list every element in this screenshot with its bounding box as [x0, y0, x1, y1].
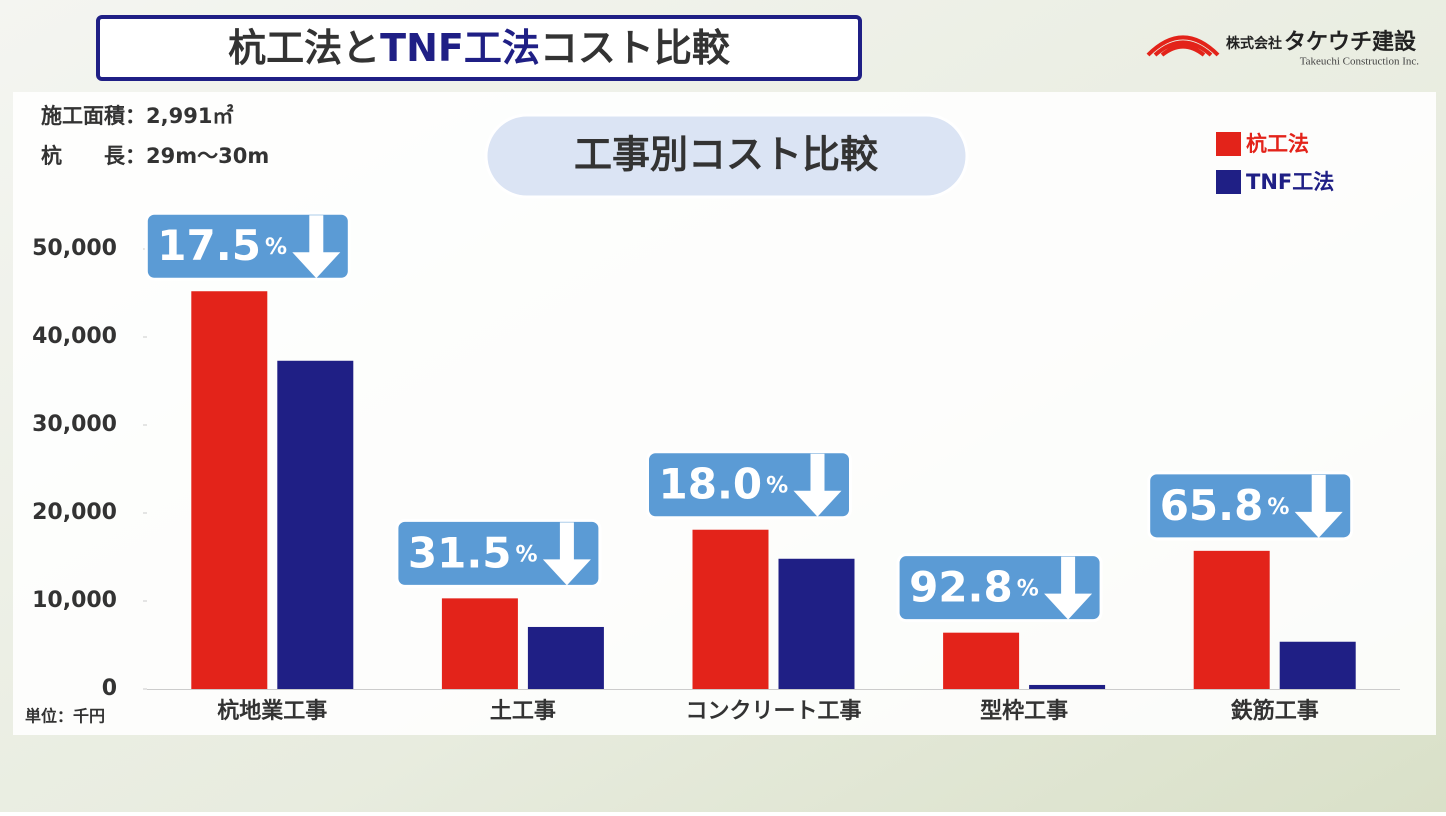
annotation: 31.5%	[395, 518, 602, 588]
annotation-value: 17.5	[157, 221, 261, 270]
y-tick-label: 10,000	[32, 588, 117, 613]
info-line: 施工面積：2,991㎡	[41, 104, 233, 128]
annotation-unit: %	[1017, 577, 1039, 602]
bar	[191, 291, 268, 689]
annotation: 65.8%	[1147, 471, 1354, 541]
annotation-unit: %	[516, 542, 538, 567]
y-tick-label: 0	[102, 676, 117, 701]
annotation-unit: %	[265, 235, 287, 260]
chart-title: 工事別コスト比較	[574, 133, 879, 177]
y-tick-label: 50,000	[32, 236, 117, 261]
y-tick-label: 40,000	[32, 324, 117, 349]
company-en: Takeuchi Construction Inc.	[1300, 56, 1420, 68]
annotation-label: 17.5%	[157, 221, 287, 270]
annotation-unit: %	[766, 474, 788, 499]
legend-swatch	[1216, 170, 1241, 194]
bar	[277, 360, 354, 689]
annotation: 17.5%	[144, 211, 351, 281]
x-tick-label: 型枠工事	[980, 698, 1068, 724]
down-arrow	[1294, 474, 1343, 538]
legend-swatch	[1216, 132, 1241, 156]
bar	[943, 632, 1020, 689]
bar	[1193, 550, 1270, 689]
x-tick-label: 土工事	[490, 698, 556, 724]
title-part: コスト比較	[540, 26, 731, 70]
annotation-value: 31.5	[408, 528, 512, 577]
down-arrow	[292, 215, 341, 279]
y-tick-label: 30,000	[32, 412, 117, 437]
annotation-unit: %	[1267, 495, 1289, 520]
annotation: 92.8%	[896, 553, 1103, 623]
annotation-value: 65.8	[1160, 480, 1264, 529]
logo-mark	[1146, 35, 1220, 57]
down-arrow	[1044, 556, 1093, 620]
annotation-value: 92.8	[909, 562, 1013, 611]
x-tick-label: 鉄筋工事	[1231, 698, 1319, 724]
annotation-box	[144, 211, 351, 281]
page-title: 杭工法とTNF工法コスト比較	[228, 26, 731, 70]
company-name: タケウチ建設	[1284, 29, 1417, 55]
bar	[1029, 684, 1106, 689]
annotation-label: 18.0%	[659, 459, 789, 508]
legend-label: TNF工法	[1246, 170, 1334, 194]
title-part: TNF工法	[380, 26, 540, 70]
title-box	[96, 15, 862, 81]
annotation-box	[395, 518, 602, 588]
annotation-label: 65.8%	[1160, 480, 1290, 529]
annotation-box	[1147, 471, 1354, 541]
bar	[441, 598, 518, 689]
bar	[527, 626, 604, 689]
annotation: 18.0%	[646, 450, 852, 520]
down-arrow	[542, 522, 591, 586]
chart-title-box	[484, 113, 969, 199]
company-prefix: 株式会社	[1226, 35, 1282, 52]
title-part: 杭工法と	[228, 26, 380, 70]
y-tick-label: 20,000	[32, 500, 117, 525]
bar	[692, 529, 769, 689]
annotation-label: 92.8%	[909, 562, 1039, 611]
bar	[778, 558, 855, 689]
annotation-label: 31.5%	[408, 528, 538, 577]
annotation-value: 18.0	[659, 459, 763, 508]
legend-label: 杭工法	[1246, 132, 1309, 156]
x-tick-label: コンクリート工事	[685, 698, 861, 724]
x-tick-label: 杭地業工事	[217, 698, 327, 724]
info-line: 杭 長：29m～30m	[41, 144, 269, 168]
annotation-box	[646, 450, 852, 520]
down-arrow	[793, 453, 842, 517]
annotation-box	[896, 553, 1103, 623]
bar	[1279, 641, 1356, 689]
unit-label: 単位：千円	[25, 707, 105, 726]
